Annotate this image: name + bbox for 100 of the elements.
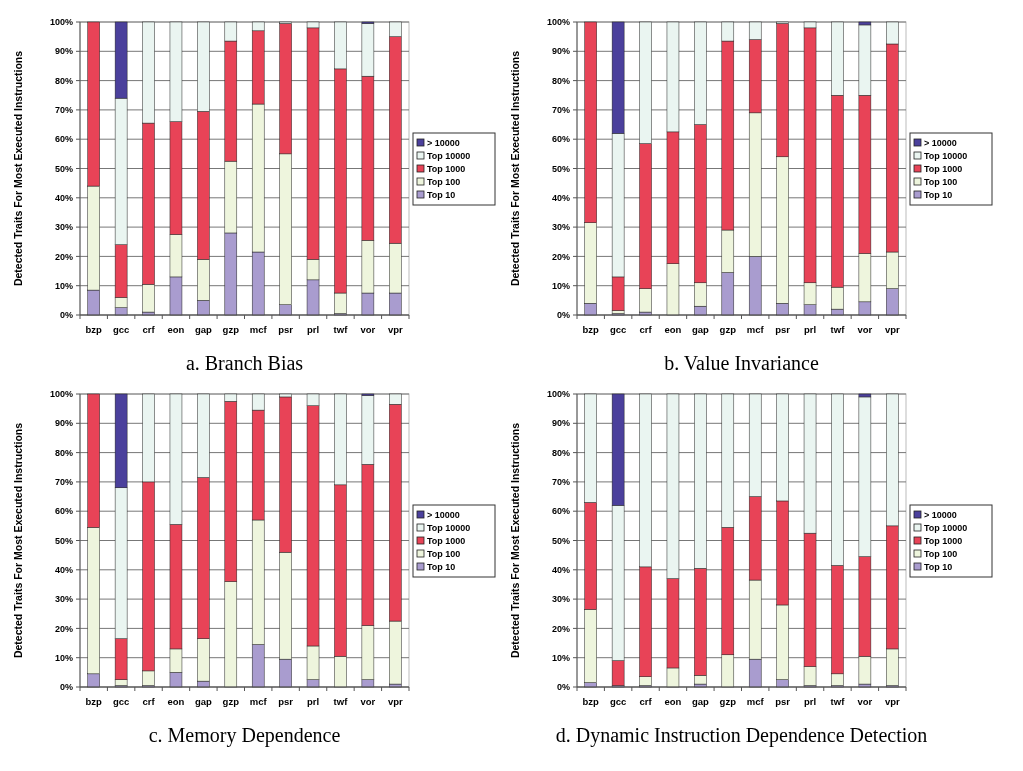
x-tick-label: gzp [719, 324, 737, 335]
x-tick-label: gzp [222, 696, 240, 707]
y-tick-label: 100% [49, 389, 73, 400]
x-tick-label: prl [803, 696, 817, 707]
x-tick-label: twf [333, 324, 349, 335]
x-tick-label: crf [142, 324, 156, 335]
y-tick-label: 70% [54, 105, 73, 116]
x-tick-label: bzp [582, 696, 600, 707]
y-tick-label: 20% [551, 251, 570, 262]
x-tick-label: psr [278, 324, 294, 335]
x-tick-label: vor [857, 696, 873, 707]
legend-label: Top 100 [924, 176, 958, 187]
y-tick-label: 70% [551, 105, 570, 116]
text: a. Branch Bias [185, 352, 304, 374]
y-tick-label: 80% [551, 447, 570, 458]
x-tick-label: gcc [609, 324, 627, 335]
x-tick-label: prl [306, 696, 320, 707]
x-tick-label: gap [691, 324, 710, 335]
x-tick-label: eon [167, 696, 185, 707]
legend-label: Top 10000 [427, 150, 471, 161]
y-tick-label: 50% [54, 535, 73, 546]
text: b. Value Invariance [664, 352, 819, 374]
legend-label: Top 10 [924, 189, 953, 200]
y-axis-title: Detected Traits For Most Executed Instructions [509, 422, 521, 659]
legend-label: > 10000 [924, 509, 957, 520]
x-tick-label: gcc [112, 324, 130, 335]
y-axis-title: Detected Traits For Most Executed Instructions [509, 50, 521, 287]
x-tick-label: eon [664, 324, 682, 335]
y-tick-label: 40% [551, 192, 570, 203]
y-tick-label: 60% [54, 506, 73, 517]
x-tick-label: twf [333, 696, 349, 707]
y-tick-label: 80% [551, 75, 570, 86]
y-tick-label: 10% [54, 280, 73, 291]
y-tick-label: 0% [556, 310, 570, 321]
x-tick-label: vpr [884, 324, 900, 335]
legend-label: > 10000 [427, 509, 460, 520]
y-tick-label: 80% [54, 75, 73, 86]
legend-label: Top 1000 [427, 163, 466, 174]
x-tick-label: eon [664, 696, 682, 707]
x-tick-label: gcc [609, 696, 627, 707]
legend-label: Top 10 [427, 561, 456, 572]
x-tick-label: bzp [582, 324, 600, 335]
x-tick-label: vor [857, 324, 873, 335]
y-tick-label: 30% [54, 594, 73, 605]
y-tick-label: 80% [54, 447, 73, 458]
legend-label: Top 1000 [427, 535, 466, 546]
legend-label: Top 10000 [924, 522, 968, 533]
y-tick-label: 100% [49, 17, 73, 28]
y-tick-label: 20% [54, 251, 73, 262]
x-tick-label: mcf [249, 324, 268, 335]
y-tick-label: 100% [546, 389, 570, 400]
legend-label: Top 10 [427, 189, 456, 200]
x-tick-label: twf [830, 696, 846, 707]
x-tick-label: psr [775, 696, 791, 707]
y-tick-label: 60% [54, 134, 73, 145]
text: d. Dynamic Instruction Dependence Detection [555, 724, 928, 747]
legend-label: > 10000 [427, 137, 460, 148]
y-tick-label: 90% [551, 418, 570, 429]
y-tick-label: 20% [54, 623, 73, 634]
y-tick-label: 30% [551, 594, 570, 605]
x-tick-label: vor [360, 696, 376, 707]
x-tick-label: prl [803, 324, 817, 335]
legend-label: Top 1000 [924, 535, 963, 546]
x-tick-label: gap [194, 696, 213, 707]
x-tick-label: prl [306, 324, 320, 335]
legend-label: Top 100 [427, 548, 461, 559]
y-tick-label: 60% [551, 134, 570, 145]
y-tick-label: 50% [551, 163, 570, 174]
legend-label: Top 10000 [427, 522, 471, 533]
legend-label: Top 10 [924, 561, 953, 572]
x-tick-label: vor [360, 324, 376, 335]
text: c. Memory Dependence [148, 724, 341, 747]
x-tick-label: eon [167, 324, 185, 335]
legend-label: > 10000 [924, 137, 957, 148]
x-tick-label: gcc [112, 696, 130, 707]
x-tick-label: gap [194, 324, 213, 335]
x-tick-label: bzp [85, 696, 103, 707]
x-tick-label: gzp [222, 324, 240, 335]
y-tick-label: 90% [551, 46, 570, 57]
y-tick-label: 30% [54, 222, 73, 233]
x-tick-label: gap [691, 696, 710, 707]
y-tick-label: 60% [551, 506, 570, 517]
x-tick-label: psr [775, 324, 791, 335]
x-tick-label: psr [278, 696, 294, 707]
x-tick-label: mcf [746, 324, 765, 335]
legend-label: Top 1000 [924, 163, 963, 174]
y-tick-label: 90% [54, 46, 73, 57]
y-tick-label: 0% [556, 682, 570, 693]
y-tick-label: 70% [54, 477, 73, 488]
y-tick-label: 0% [59, 310, 73, 321]
y-axis-title: Detected Traits For Most Executed Instructions [12, 422, 24, 659]
x-tick-label: mcf [746, 696, 765, 707]
legend-label: Top 100 [427, 176, 461, 187]
y-tick-label: 50% [551, 535, 570, 546]
y-tick-label: 90% [54, 418, 73, 429]
y-tick-label: 40% [551, 564, 570, 575]
x-tick-label: vpr [387, 324, 403, 335]
y-tick-label: 70% [551, 477, 570, 488]
x-tick-label: gzp [719, 696, 737, 707]
y-tick-label: 0% [59, 682, 73, 693]
